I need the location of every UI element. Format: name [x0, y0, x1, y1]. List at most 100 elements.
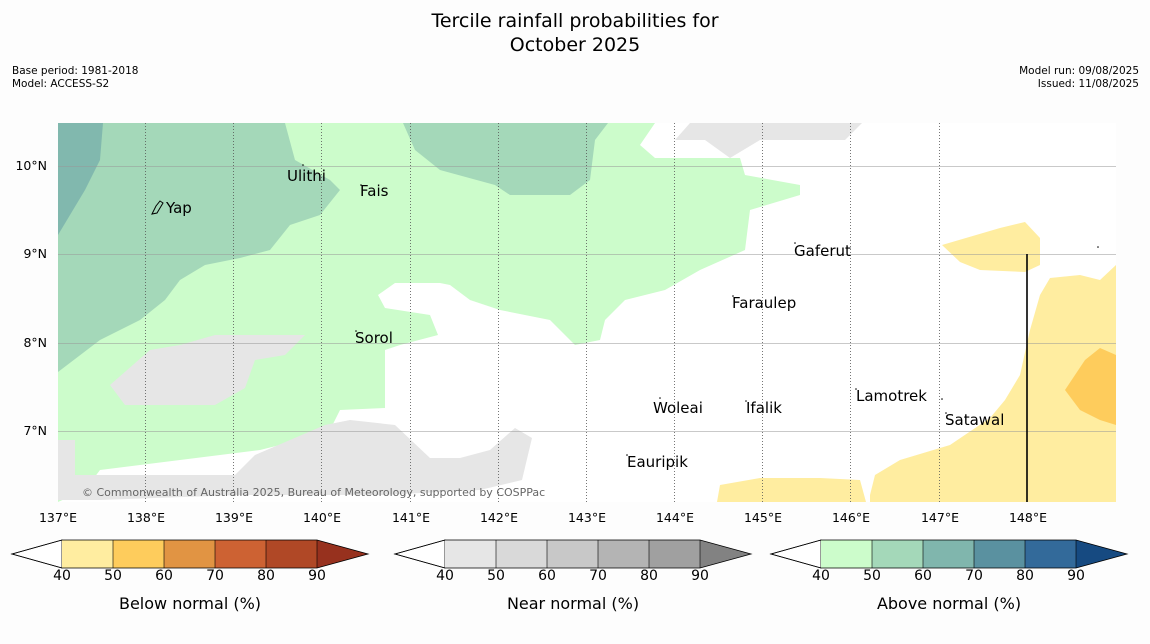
title-line-2: October 2025: [509, 34, 641, 56]
above-normal-50-60-region: [58, 123, 340, 372]
below-normal-50-60-region: [1065, 348, 1116, 425]
below-tick-50: 50: [104, 568, 122, 584]
lon-label-139e: 139°E: [215, 510, 253, 525]
lon-label-144e: 144°E: [656, 510, 694, 525]
above-swatch-1: [872, 540, 923, 568]
above-swatch-4: [1025, 540, 1076, 568]
near-swatch-5: [700, 540, 751, 568]
title-line-1: Tercile rainfall probabilities for: [431, 10, 719, 32]
lat-label-7n: 7°N: [23, 423, 47, 438]
issued-date: Issued: 11/08/2025: [1037, 78, 1139, 90]
below-swatch-3: [215, 540, 266, 568]
colorbar-below-normal-graphic: [10, 539, 370, 569]
lon-label-143e: 143°E: [568, 510, 606, 525]
near-tick-90: 90: [691, 568, 709, 584]
below-swatch-0: [62, 540, 113, 568]
base-info: Base period: 1981-2018 Model: ACCESS-S2: [12, 65, 138, 91]
below-swatch-2: [164, 540, 215, 568]
below-normal-label: Below normal (%): [118, 594, 262, 613]
place-faraulep: Faraulep: [732, 294, 796, 312]
below-normal-40-50-region-3: [717, 478, 866, 502]
above-swatch-2: [923, 540, 974, 568]
lon-label-148e: 148°E: [1009, 510, 1047, 525]
below-swatch-5: [317, 540, 368, 568]
place-yap: Yap: [165, 199, 192, 217]
near-swatch-0: [445, 540, 496, 568]
near-tick-60: 60: [538, 568, 556, 584]
place-woleai: Woleai: [653, 399, 703, 417]
map-gridlines: [58, 123, 1116, 502]
above-tick-40: 40: [812, 568, 830, 584]
latitude-labels: 10°N 9°N 8°N 7°N: [15, 158, 47, 438]
below-tick-70: 70: [206, 568, 224, 584]
place-ulithi: Ulithi: [287, 167, 326, 185]
above-normal-label: Above normal (%): [876, 594, 1022, 613]
near-tick-80: 80: [640, 568, 658, 584]
model-name: Model: ACCESS-S2: [12, 78, 110, 90]
lon-label-138e: 138°E: [127, 510, 165, 525]
above-tick-70: 70: [965, 568, 983, 584]
below-normal-40-50-region-2: [870, 265, 1116, 502]
yap-island: [151, 200, 164, 215]
below-tick-40: 40: [53, 568, 71, 584]
model-run: Model run: 09/08/2025: [1019, 65, 1139, 77]
above-tick-90: 90: [1067, 568, 1085, 584]
lat-label-9n: 9°N: [23, 246, 47, 261]
colorbar-near-normal-graphic: [393, 539, 753, 569]
above-normal-50-60-region-north: [403, 123, 608, 195]
near-swatch-4: [649, 540, 700, 568]
lat-label-10n: 10°N: [15, 158, 47, 173]
lon-label-145e: 145°E: [744, 510, 782, 525]
below-tick-90: 90: [308, 568, 326, 584]
above-swatch-5: [1076, 540, 1127, 568]
place-sorol: Sorol: [355, 329, 393, 347]
near-normal-40-50-region-2: [110, 335, 305, 405]
place-labels: Ulithi Fais Yap Gaferut Faraulep Sorol L…: [165, 167, 1004, 471]
near-normal-40-50-region-3: [58, 420, 532, 500]
below-tick-80: 80: [257, 568, 275, 584]
above-tick-60: 60: [914, 568, 932, 584]
lon-label-141e: 141°E: [392, 510, 430, 525]
lon-label-142e: 142°E: [480, 510, 518, 525]
above-tick-50: 50: [863, 568, 881, 584]
place-ifalik: Ifalik: [746, 399, 782, 417]
near-tick-70: 70: [589, 568, 607, 584]
lon-label-146e: 146°E: [832, 510, 870, 525]
place-fais: Fais: [360, 182, 389, 200]
below-normal-40-50-region-1: [942, 222, 1040, 272]
colorbar-near-normal: 40 50 60 70 80 90 Near normal (%): [393, 538, 753, 628]
below-swatch-1: [113, 540, 164, 568]
near-tick-40: 40: [436, 568, 454, 584]
map-title: Tercile rainfall probabilities for Octob…: [0, 9, 1150, 57]
near-swatch-2: [547, 540, 598, 568]
lon-label-147e: 147°E: [921, 510, 959, 525]
copyright-notice: © Commonwealth of Australia 2025, Bureau…: [82, 486, 545, 499]
above-swatch-3: [974, 540, 1025, 568]
probability-shading: [58, 123, 1116, 502]
near-normal-label: Near normal (%): [506, 594, 640, 613]
lat-label-8n: 8°N: [23, 335, 47, 350]
rainfall-map: Ulithi Fais Yap Gaferut Faraulep Sorol L…: [15, 123, 1116, 525]
base-period: Base period: 1981-2018: [12, 65, 139, 77]
place-gaferut: Gaferut: [794, 242, 851, 260]
place-lamotrek: Lamotrek: [856, 387, 927, 405]
below-tick-60: 60: [155, 568, 173, 584]
island-markers: [302, 164, 1099, 456]
place-satawal: Satawal: [945, 411, 1004, 429]
place-eauripik: Eauripik: [627, 453, 688, 471]
above-tick-80: 80: [1016, 568, 1034, 584]
colorbar-below-normal: 40 50 60 70 80 90 Below normal (%): [10, 538, 370, 628]
longitude-labels: 137°E 138°E 139°E 140°E 141°E 142°E 143°…: [39, 510, 1047, 525]
near-normal-40-50-region-1: [675, 123, 862, 158]
lon-label-137e: 137°E: [39, 510, 77, 525]
colorbar-above-normal: 40 50 60 70 80 90 Above normal (%): [769, 538, 1129, 628]
run-info: Model run: 09/08/2025 Issued: 11/08/2025: [1019, 65, 1139, 91]
below-swatch-4: [266, 540, 317, 568]
near-swatch-3: [598, 540, 649, 568]
above-swatch-0: [821, 540, 872, 568]
above-normal-60-70-region: [58, 123, 103, 235]
near-tick-50: 50: [487, 568, 505, 584]
colorbar-above-normal-graphic: [769, 539, 1129, 569]
near-swatch-1: [496, 540, 547, 568]
lon-label-140e: 140°E: [303, 510, 341, 525]
